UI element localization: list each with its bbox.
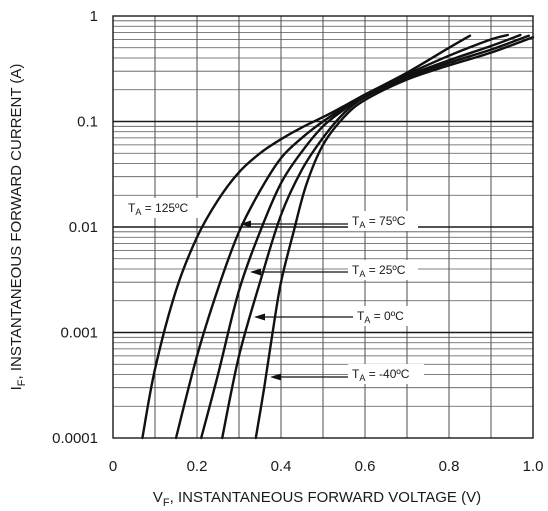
label-arrow-head — [254, 313, 265, 321]
label-arrow-head — [240, 220, 251, 228]
x-axis-title-rest: , INSTANTANEOUS FORWARD VOLTAGE (V) — [170, 489, 481, 506]
x-axis-title-sub: F — [163, 497, 170, 509]
series-label-2: TA = 25ºC — [250, 260, 418, 280]
y-tick-label: 0.1 — [77, 114, 98, 131]
x-tick-label: 0 — [109, 458, 117, 475]
y-axis-title-main: I — [8, 386, 25, 390]
series-label-main: T — [352, 214, 360, 228]
series-label-rest: = 0ºC — [370, 309, 404, 323]
y-tick-label: 0.001 — [60, 325, 98, 342]
label-background — [348, 211, 418, 231]
series-label-sub: A — [364, 315, 370, 325]
x-tick-label: 0.6 — [355, 458, 376, 475]
label-arrow-head — [270, 373, 281, 381]
y-tick-label: 0.0001 — [52, 430, 98, 447]
x-tick-label: 1.0 — [523, 458, 544, 475]
series-label-main: T — [357, 309, 365, 323]
series-label-text: TA = 0ºC — [357, 309, 404, 325]
x-axis-title: VF, INSTANTANEOUS FORWARD VOLTAGE (V) — [153, 489, 481, 509]
series-label-main: T — [352, 263, 360, 277]
x-tick-label: 0.4 — [271, 458, 292, 475]
grid — [113, 16, 533, 438]
series-label-sub: A — [359, 269, 365, 279]
label-arrow-head — [250, 268, 261, 276]
series-label-4: TA = -40ºC — [270, 364, 424, 384]
series-label-rest: = 25ºC — [365, 263, 405, 277]
series-label-text: TA = 25ºC — [352, 263, 406, 279]
series-label-rest: = 75ºC — [365, 214, 405, 228]
series-label-text: TA = 75ºC — [352, 214, 406, 230]
series-label-text: TA = 125ºC — [128, 201, 188, 217]
series-label-1: TA = 75ºC — [240, 211, 418, 231]
y-axis-title-rest: , INSTANTANEOUS FORWARD CURRENT (A) — [8, 64, 25, 380]
series-label-sub: A — [135, 207, 141, 217]
y-tick-label: 0.01 — [69, 219, 98, 236]
x-tick-label: 0.8 — [439, 458, 460, 475]
curves — [141, 33, 535, 440]
series-label-sub: A — [359, 373, 365, 383]
series-line-1 — [174, 33, 509, 440]
series-label-main: T — [128, 201, 136, 215]
tick-labels: 0 0.2 0.4 0.6 0.8 1.0 0.0001 0.001 0.01 0.1 1 — [52, 8, 543, 475]
y-axis-title: IF, INSTANTANEOUS FORWARD CURRENT (A) — [8, 64, 28, 391]
series-label-text: TA = -40ºC — [352, 367, 410, 383]
y-axis-title-sub: F — [16, 379, 28, 386]
series-line-2 — [200, 33, 522, 440]
label-background — [348, 260, 418, 280]
series-label-3: TA = 0ºC — [254, 306, 413, 326]
series-label-sub: A — [359, 220, 365, 230]
label-background — [124, 198, 204, 218]
series-line-3 — [221, 34, 530, 440]
series-label-main: T — [352, 367, 360, 381]
y-tick-label: 1 — [90, 8, 98, 25]
series-label-0: TA = 125ºC — [124, 198, 204, 218]
series-label-rest: = 125ºC — [141, 201, 188, 215]
x-axis-title-main: V — [153, 489, 163, 506]
label-background — [353, 306, 413, 326]
series-line-4 — [254, 36, 535, 440]
plot-frame — [112, 15, 534, 439]
series-label-rest: = -40ºC — [365, 367, 409, 381]
label-background — [348, 364, 424, 384]
x-tick-label: 0.2 — [187, 458, 208, 475]
